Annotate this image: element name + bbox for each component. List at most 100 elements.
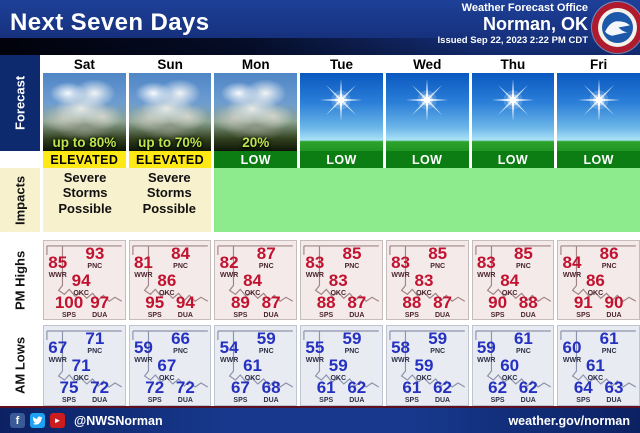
station-wwr: 54 WWR xyxy=(220,339,239,364)
thunderstorm-icon: 20% xyxy=(214,73,298,151)
row-label-impacts: Impacts xyxy=(0,168,40,232)
highs-map-mon: 87 PNC 82 WWR 84 OKC 89 SPS 87 DUA xyxy=(214,240,298,320)
lows-value: 61 xyxy=(513,329,533,348)
station-abbr: WWR xyxy=(219,272,239,279)
station-wwr: 55 WWR xyxy=(305,339,324,364)
oklahoma-outline xyxy=(132,330,208,388)
station-dua: 72 DUA xyxy=(90,379,109,404)
highs-value: 83 xyxy=(328,271,348,290)
day-header-wed: Wed xyxy=(413,57,442,72)
highs-value: 84 xyxy=(171,244,191,263)
station-abbr: WWR xyxy=(562,272,582,279)
highs-value: 91 xyxy=(573,293,593,312)
station-wwr: 84 WWR xyxy=(563,254,582,279)
highs-value: 87 xyxy=(347,293,367,312)
highs-map-sun: 84 PNC 81 WWR 86 OKC 95 SPS 94 DUA xyxy=(128,240,212,320)
highs-map-thu: 85 PNC 83 WWR 84 OKC 90 SPS 88 DUA xyxy=(471,240,555,320)
station-okc: 94 OKC xyxy=(72,272,91,297)
station-abbr: DUA xyxy=(606,397,622,404)
station-abbr: DUA xyxy=(520,312,536,319)
highs-value: 83 xyxy=(305,253,325,272)
station-abbr: PNC xyxy=(344,263,360,270)
risk-level-tue: LOW xyxy=(300,151,383,168)
station-abbr: WWR xyxy=(391,272,410,279)
day-header-sat: Sat xyxy=(73,57,95,72)
risk-level-wed: LOW xyxy=(385,151,469,168)
lows-value: 67 xyxy=(230,378,250,397)
station-okc: 86 OKC xyxy=(157,272,176,297)
lows-value: 59 xyxy=(133,338,153,357)
station-pnc: 71 PNC xyxy=(85,330,104,355)
station-sps: 95 SPS xyxy=(145,294,164,319)
station-abbr: PNC xyxy=(430,263,446,270)
station-sps: 61 SPS xyxy=(402,379,421,404)
oklahoma-outline xyxy=(474,245,551,302)
highs-value: 94 xyxy=(175,293,195,312)
lows-value: 67 xyxy=(157,356,177,375)
sunny-icon xyxy=(300,73,383,151)
lows-value: 59 xyxy=(342,329,362,348)
station-sps: 89 SPS xyxy=(231,294,250,319)
station-dua: 94 DUA xyxy=(176,294,195,319)
station-abbr: OKC xyxy=(587,290,604,297)
station-pnc: 66 PNC xyxy=(171,330,190,355)
station-abbr: PNC xyxy=(258,348,274,355)
station-abbr: DUA xyxy=(349,312,365,319)
lows-value: 54 xyxy=(219,338,239,357)
station-okc: 83 OKC xyxy=(329,272,348,297)
station-dua: 72 DUA xyxy=(176,379,195,404)
highs-value: 90 xyxy=(604,293,624,312)
highs-value: 94 xyxy=(71,271,91,290)
station-abbr: PNC xyxy=(173,263,188,270)
station-sps: 100 SPS xyxy=(55,294,83,319)
station-sps: 62 SPS xyxy=(488,379,507,404)
station-abbr: OKC xyxy=(330,375,347,382)
lows-value: 72 xyxy=(145,378,165,397)
lows-value: 61 xyxy=(585,356,605,375)
lows-map-sun: 66 PNC 59 WWR 67 OKC 72 SPS 72 DUA xyxy=(128,325,212,406)
lows-map-mon: 59 PNC 54 WWR 61 OKC 67 SPS 68 DUA xyxy=(214,325,298,406)
station-dua: 62 DUA xyxy=(347,379,366,404)
station-abbr: OKC xyxy=(244,375,261,382)
station-wwr: 67 WWR xyxy=(48,339,67,364)
impact-text-sat: Severe Storms Possible xyxy=(58,170,112,216)
station-abbr: PNC xyxy=(516,348,531,355)
station-sps: 75 SPS xyxy=(60,379,79,404)
lows-map-thu: 61 PNC 59 WWR 60 OKC 62 SPS 62 DUA xyxy=(471,325,555,406)
highs-map-sat: 93 PNC 85 WWR 94 OKC 100 SPS 97 DUA xyxy=(43,240,126,320)
forecast-grid: Forecast Impacts PM Highs AM Lows Severe… xyxy=(0,55,640,406)
station-dua: 88 DUA xyxy=(519,294,538,319)
day-header-tue: Tue xyxy=(329,57,353,72)
station-dua: 63 DUA xyxy=(605,379,624,404)
day-header-mon: Mon xyxy=(241,57,270,72)
station-abbr: WWR xyxy=(219,357,239,364)
station-abbr: PNC xyxy=(87,348,103,355)
lows-value: 58 xyxy=(391,338,411,357)
station-abbr: SPS xyxy=(319,397,334,404)
lows-map-tue: 59 PNC 55 WWR 59 OKC 61 SPS 62 DUA xyxy=(300,325,383,406)
station-abbr: OKC xyxy=(501,290,518,297)
station-abbr: PNC xyxy=(430,348,446,355)
oklahoma-outline xyxy=(46,245,123,302)
lows-value: 62 xyxy=(433,378,452,397)
lows-value: 71 xyxy=(85,329,105,348)
station-abbr: SPS xyxy=(576,397,591,404)
station-okc: 67 OKC xyxy=(157,357,176,382)
station-dua: 97 DUA xyxy=(90,294,109,319)
lows-value: 66 xyxy=(171,329,191,348)
impact-text-sun: Severe Storms Possible xyxy=(142,170,197,216)
station-wwr: 60 WWR xyxy=(563,339,582,364)
sunny-icon xyxy=(385,73,469,151)
office-info: Weather Forecast Office Norman, OK Issue… xyxy=(438,2,588,47)
lows-value: 61 xyxy=(243,356,263,375)
station-abbr: OKC xyxy=(416,375,432,382)
lows-map-wed: 59 PNC 58 WWR 59 OKC 61 SPS 62 DUA xyxy=(385,325,469,406)
day-header-sun: Sun xyxy=(157,57,183,72)
station-abbr: OKC xyxy=(159,375,175,382)
lows-value: 60 xyxy=(500,356,520,375)
facebook-icon: f xyxy=(10,413,25,428)
station-abbr: DUA xyxy=(177,397,193,404)
station-abbr: DUA xyxy=(263,397,279,404)
station-abbr: SPS xyxy=(233,397,248,404)
station-abbr: OKC xyxy=(330,290,347,297)
